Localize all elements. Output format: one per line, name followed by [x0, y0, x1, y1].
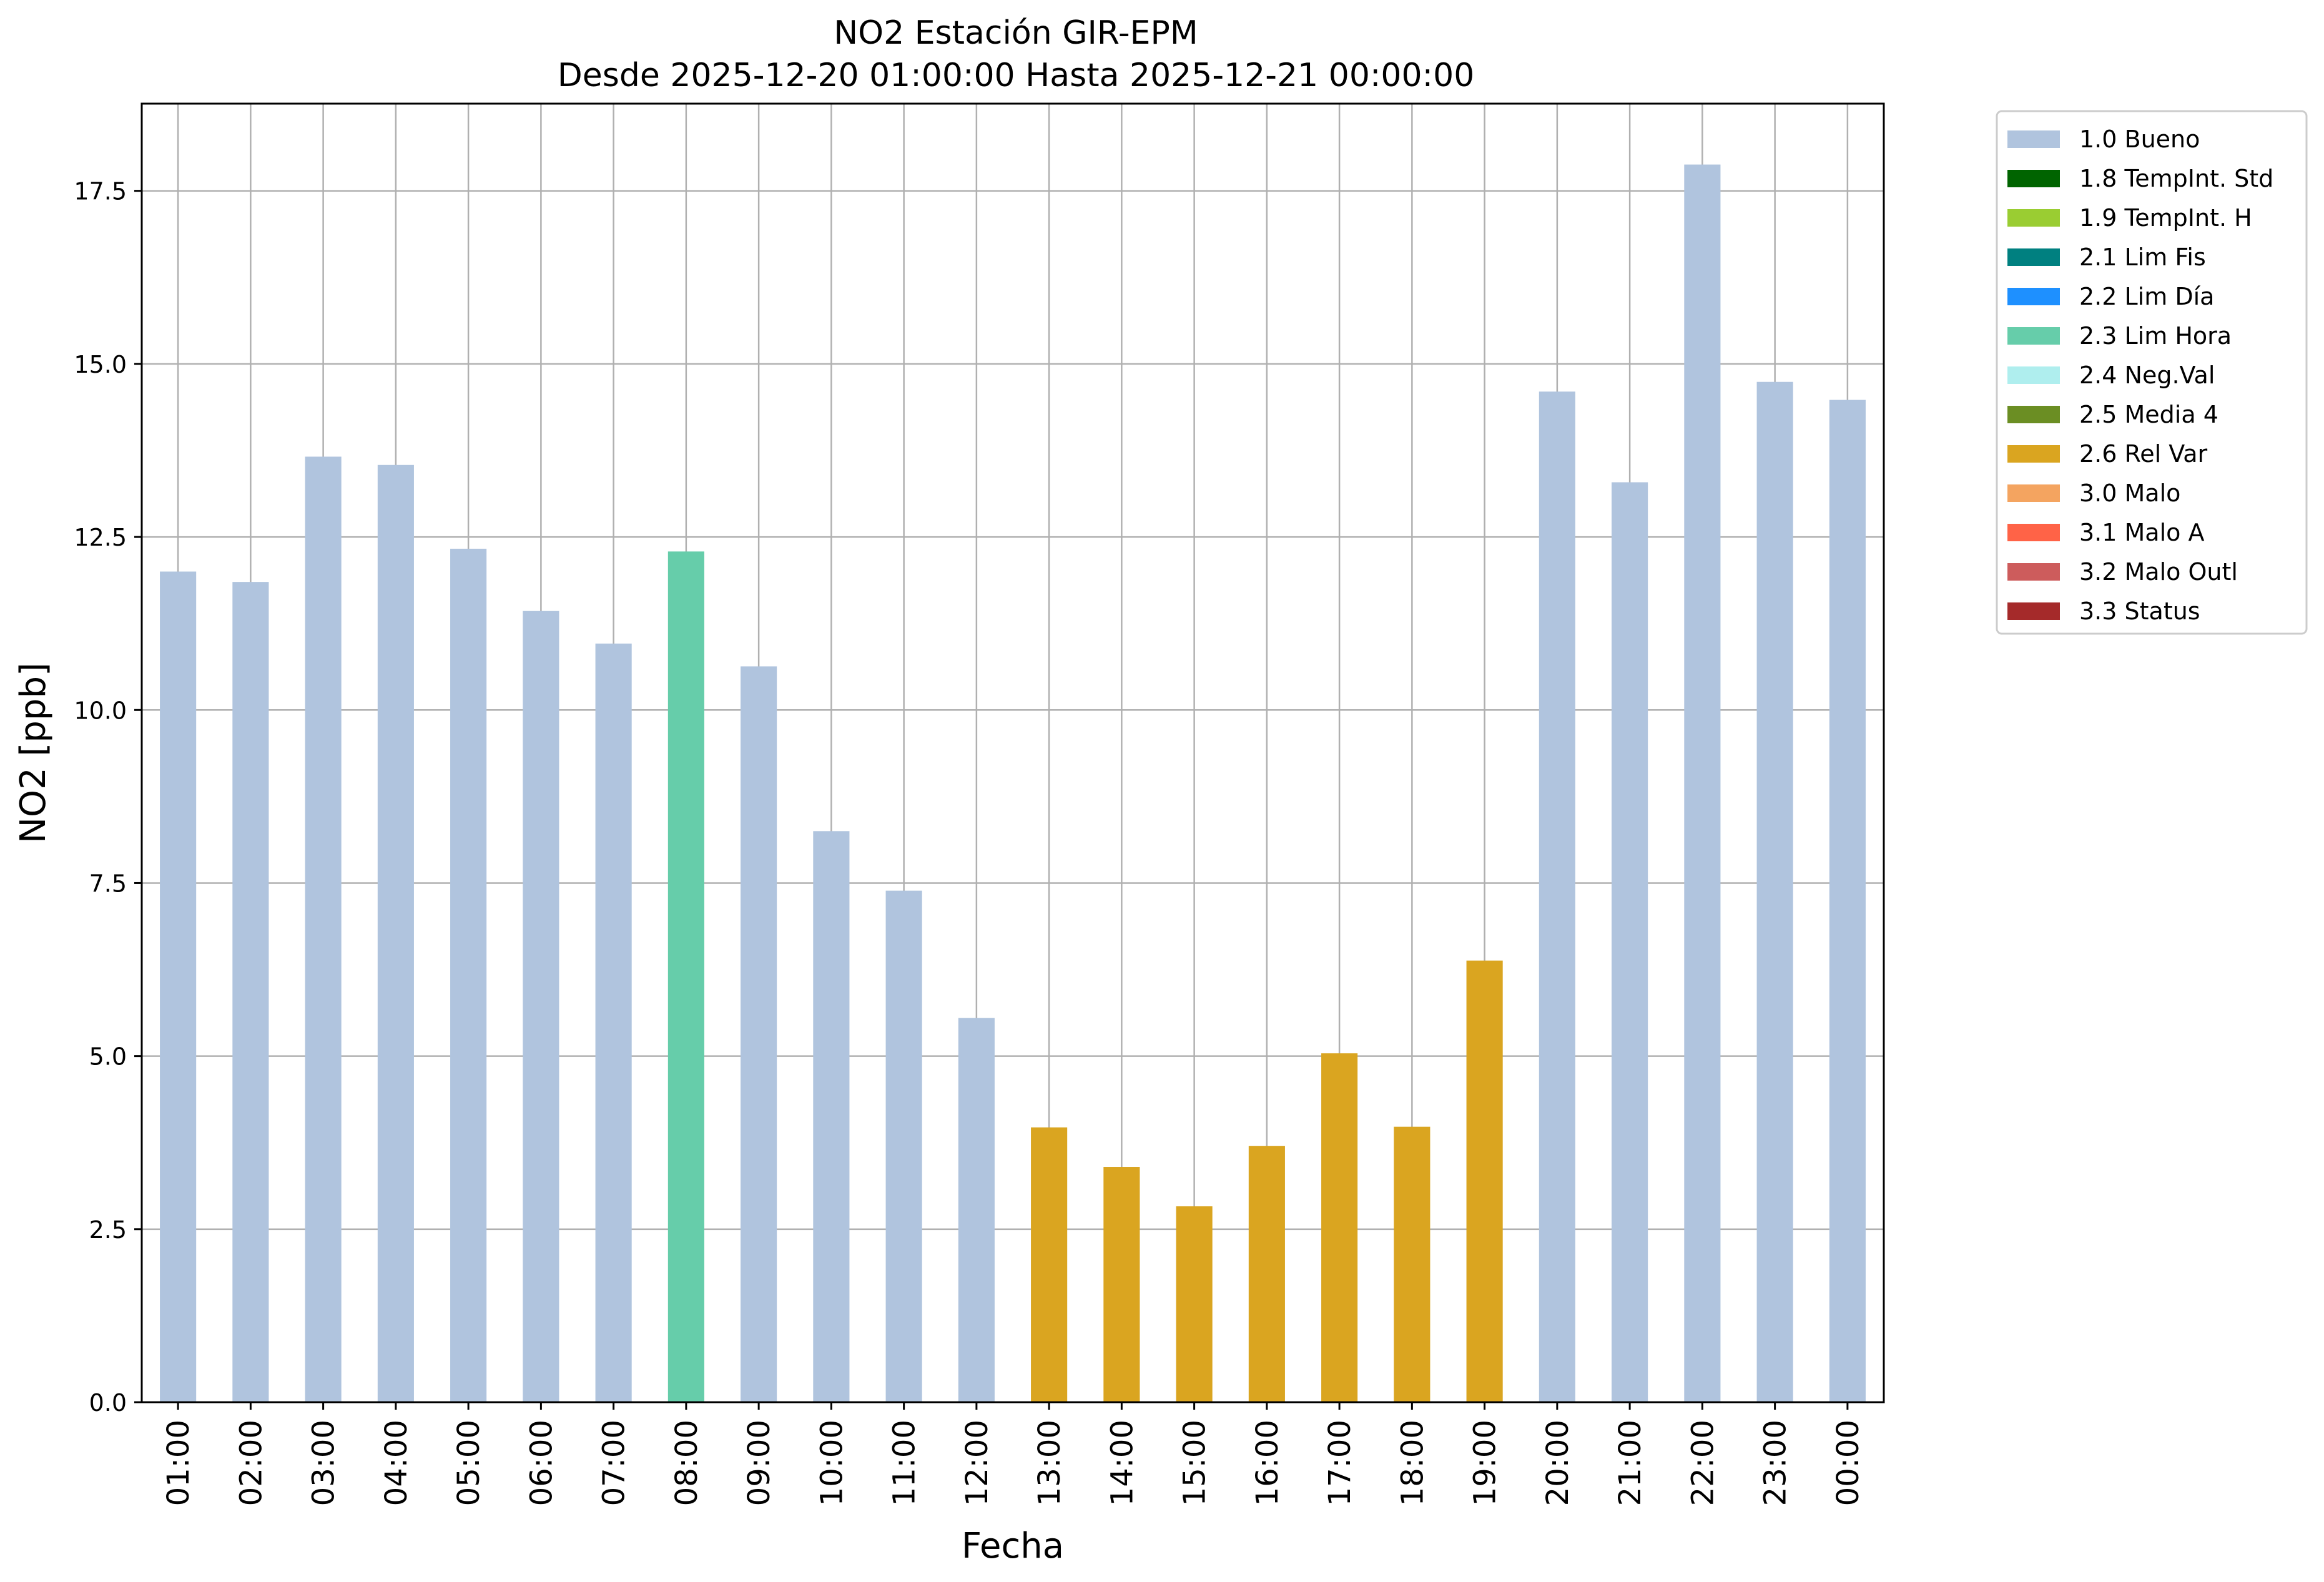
bar-06:00: [523, 611, 559, 1402]
x-tick-label: 02:00: [234, 1420, 268, 1506]
bar-16:00: [1248, 1146, 1285, 1402]
x-tick-label: 14:00: [1105, 1420, 1140, 1506]
legend-swatch: [2007, 130, 2060, 148]
x-tick-label: 23:00: [1758, 1420, 1793, 1506]
bar-09:00: [741, 666, 777, 1402]
bar-15:00: [1176, 1206, 1213, 1402]
x-tick-label: 08:00: [669, 1420, 704, 1506]
bar-01:00: [160, 571, 197, 1403]
x-tick-label: 11:00: [887, 1420, 922, 1506]
legend-label: 3.2 Malo Outl: [2079, 558, 2238, 586]
legend-swatch: [2007, 209, 2060, 227]
x-tick-label: 13:00: [1032, 1420, 1067, 1506]
x-tick-label: 12:00: [960, 1420, 995, 1506]
legend-swatch: [2007, 602, 2060, 620]
y-tick-label: 12.5: [74, 524, 127, 551]
legend-swatch: [2007, 288, 2060, 305]
legend-swatch: [2007, 170, 2060, 187]
y-tick-label: 2.5: [89, 1216, 127, 1244]
legend-label: 1.9 TempInt. H: [2079, 204, 2252, 232]
legend-label: 1.0 Bueno: [2079, 125, 2200, 153]
bar-07:00: [595, 643, 632, 1402]
x-tick-label: 22:00: [1685, 1420, 1720, 1506]
legend-swatch: [2007, 406, 2060, 423]
bar-02:00: [232, 582, 269, 1402]
legend-label: 2.4 Neg.Val: [2079, 361, 2215, 389]
bar-13:00: [1031, 1127, 1068, 1402]
legend: 1.0 Bueno 1.8 TempInt. Std 1.9 TempInt. H 2…: [1996, 110, 2308, 635]
x-tick-label: 20:00: [1540, 1420, 1575, 1506]
y-tick-label: 10.0: [74, 697, 127, 724]
y-axis: 0.0 2.5 5.0 7.5 10.0 12.5 15.0 17.5: [74, 178, 142, 1417]
y-tick-label: 17.5: [74, 178, 127, 205]
bar-05:00: [450, 548, 487, 1402]
bar-22:00: [1684, 164, 1721, 1402]
y-tick-label: 7.5: [89, 870, 127, 897]
bar-21:00: [1612, 482, 1648, 1402]
y-tick-label: 15.0: [74, 351, 127, 378]
legend-swatch: [2007, 445, 2060, 463]
bar-20:00: [1539, 391, 1575, 1402]
legend-label: 2.3 Lim Hora: [2079, 322, 2232, 350]
legend-label: 3.3 Status: [2079, 597, 2200, 625]
legend-swatch: [2007, 248, 2060, 266]
legend-swatch: [2007, 524, 2060, 541]
x-tick-label: 21:00: [1613, 1420, 1648, 1506]
bar-layer: [160, 164, 1866, 1403]
x-tick-label: 15:00: [1178, 1420, 1213, 1506]
x-axis: 01:00 02:00 03:00 04:00 05:00 06:00 07:00 08:00…: [161, 1402, 1866, 1506]
bar-19:00: [1466, 960, 1503, 1402]
bar-14:00: [1103, 1167, 1140, 1402]
legend-label: 3.0 Malo: [2079, 479, 2180, 507]
legend-swatch: [2007, 563, 2060, 581]
x-tick-label: 17:00: [1322, 1420, 1357, 1506]
bar-12:00: [958, 1018, 995, 1402]
legend-swatch: [2007, 484, 2060, 502]
x-tick-label: 09:00: [742, 1420, 777, 1506]
x-tick-label: 01:00: [161, 1420, 196, 1506]
legend-label: 2.5 Media 4: [2079, 401, 2218, 428]
x-tick-label: 03:00: [307, 1420, 342, 1506]
x-tick-label: 00:00: [1831, 1420, 1866, 1506]
legend-label: 3.1 Malo A: [2079, 519, 2204, 546]
x-axis-label: Fecha: [962, 1526, 1064, 1566]
x-tick-label: 07:00: [597, 1420, 632, 1506]
bar-10:00: [813, 831, 850, 1402]
x-tick-label: 18:00: [1395, 1420, 1430, 1506]
y-tick-label: 5.0: [89, 1043, 127, 1071]
legend-label: 2.1 Lim Fis: [2079, 243, 2206, 271]
bar-23:00: [1756, 381, 1793, 1402]
x-tick-label: 16:00: [1250, 1420, 1285, 1506]
legend-label: 2.6 Rel Var: [2079, 440, 2208, 468]
x-tick-label: 10:00: [814, 1420, 849, 1506]
bar-17:00: [1321, 1053, 1358, 1402]
x-tick-label: 05:00: [451, 1420, 486, 1506]
legend-label: 2.2 Lim Día: [2079, 283, 2214, 310]
y-tick-label: 0.0: [89, 1389, 127, 1417]
legend-frame: [1996, 110, 2308, 635]
x-tick-label: 19:00: [1468, 1420, 1503, 1506]
legend-label: 1.8 TempInt. Std: [2079, 165, 2273, 192]
y-axis-label: NO2 [ppb]: [13, 662, 54, 843]
bar-18:00: [1394, 1126, 1430, 1402]
bar-00:00: [1829, 400, 1866, 1403]
chart-subtitle: Desde 2025-12-20 01:00:00 Hasta 2025-12-…: [558, 57, 1475, 94]
x-tick-label: 06:00: [524, 1420, 559, 1506]
bar-11:00: [885, 890, 922, 1402]
plot-frame: [140, 102, 1885, 1403]
chart-title: NO2 Estación GIR-EPM: [834, 14, 1198, 52]
bar-03:00: [305, 456, 342, 1402]
legend-swatch: [2007, 366, 2060, 384]
bar-04:00: [377, 464, 414, 1402]
x-tick-label: 04:00: [379, 1420, 414, 1506]
bar-08:00: [667, 551, 704, 1402]
legend-swatch: [2007, 327, 2060, 345]
